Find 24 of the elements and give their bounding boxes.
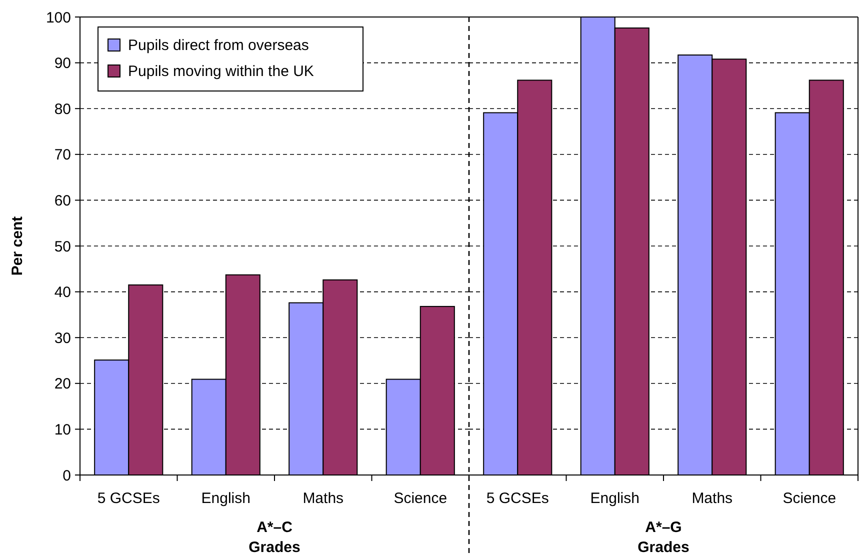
x-tick-label: Maths xyxy=(302,490,344,507)
x-axis-title: A*–C Grades xyxy=(248,519,300,556)
x-axis-title: A*–G Grades xyxy=(638,519,690,556)
legend-label: Pupils moving within the UK xyxy=(128,63,314,80)
y-tick-label: 30 xyxy=(54,330,71,347)
y-tick-label: 20 xyxy=(54,376,71,393)
legend-label: Pupils direct from overseas xyxy=(128,37,309,54)
y-tick-label: 80 xyxy=(54,100,71,118)
y-tick-label: 100 xyxy=(46,9,71,26)
x-tick-label: English xyxy=(201,490,250,507)
x-tick-label: Science xyxy=(782,490,836,507)
y-tick-label: 60 xyxy=(54,192,71,210)
y-tick-label: 40 xyxy=(54,284,71,302)
y-tick-label: 0 xyxy=(62,467,71,484)
x-tick-label: 5 GCSEs xyxy=(486,490,549,507)
y-tick-label: 70 xyxy=(54,146,71,164)
y-tick-label: 50 xyxy=(54,238,71,256)
y-tick-label: 90 xyxy=(54,55,71,72)
x-tick-label: Maths xyxy=(692,490,733,507)
x-tick-label: Science xyxy=(394,490,448,507)
y-tick-label: 10 xyxy=(54,421,71,438)
y-axis-title: Per cent xyxy=(9,216,26,276)
x-tick-label: English xyxy=(590,490,640,507)
x-tick-label: 5 GCSEs xyxy=(97,490,160,507)
